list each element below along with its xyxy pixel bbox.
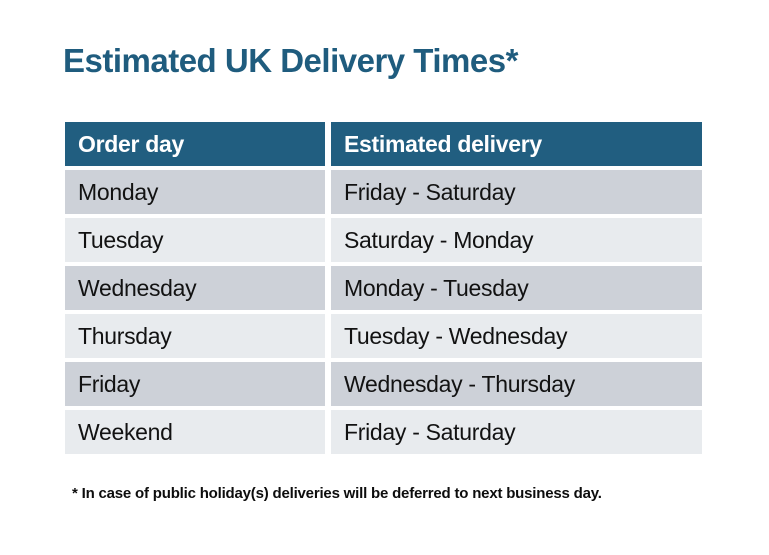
cell-order-day: Monday (65, 170, 325, 214)
cell-order-day: Friday (65, 362, 325, 406)
cell-estimated-delivery: Friday - Saturday (331, 170, 702, 214)
cell-estimated-delivery: Wednesday - Thursday (331, 362, 702, 406)
cell-order-day: Weekend (65, 410, 325, 454)
cell-estimated-delivery: Tuesday - Wednesday (331, 314, 702, 358)
cell-order-day: Thursday (65, 314, 325, 358)
cell-order-day: Wednesday (65, 266, 325, 310)
page-title: Estimated UK Delivery Times* (63, 42, 518, 79)
cell-estimated-delivery: Friday - Saturday (331, 410, 702, 454)
delivery-table: Order day Estimated delivery Monday Frida… (65, 122, 702, 454)
column-header-order-day: Order day (65, 122, 325, 166)
cell-estimated-delivery: Monday - Tuesday (331, 266, 702, 310)
column-header-estimated-delivery: Estimated delivery (331, 122, 702, 166)
footnote: * In case of public holiday(s) deliverie… (72, 485, 602, 502)
cell-estimated-delivery: Saturday - Monday (331, 218, 702, 262)
cell-order-day: Tuesday (65, 218, 325, 262)
